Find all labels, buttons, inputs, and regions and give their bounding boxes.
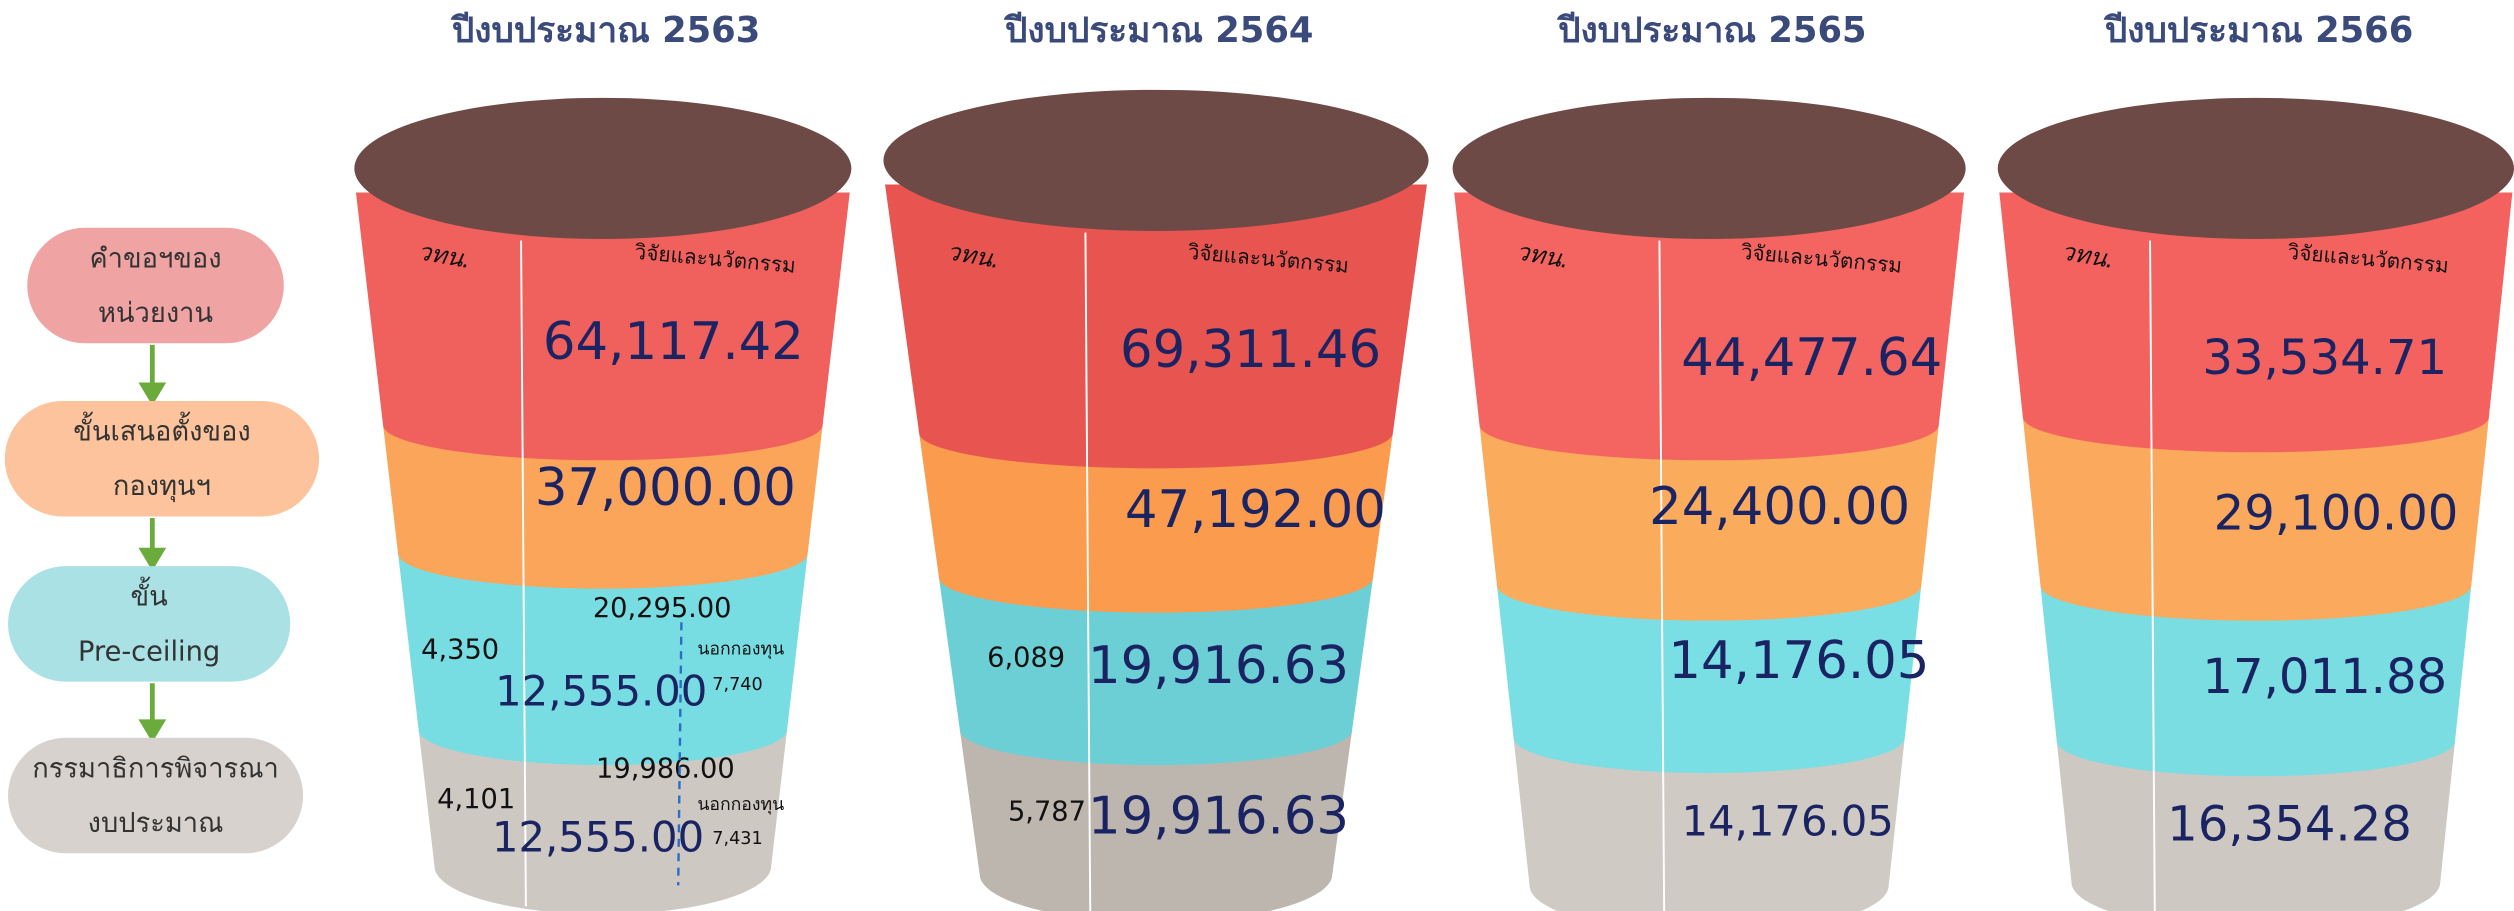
level-value: 17,011.88 <box>2202 649 2447 705</box>
level-value: 12,555.00 <box>492 812 704 861</box>
step-label: Pre-ceiling <box>78 636 220 667</box>
funnel-level <box>1999 192 2513 453</box>
step-label: ขั้น <box>130 577 167 613</box>
outside-divider <box>677 622 683 886</box>
level-outside: 7,431 <box>712 829 762 849</box>
funnel <box>1997 97 2514 911</box>
level-total: 20,295.00 <box>593 593 732 624</box>
step-label: กองทุนฯ <box>113 471 211 503</box>
arrows <box>138 344 167 743</box>
level-value: 69,311.46 <box>1120 320 1381 380</box>
funnel-level <box>885 184 1427 469</box>
level-value: 37,000.00 <box>535 458 796 518</box>
divider <box>1084 232 1092 911</box>
funnel-level <box>383 425 823 589</box>
year-title: ปีงบประมาณ 2563 <box>450 10 760 51</box>
level-left: 4,350 <box>421 635 499 666</box>
arrow-head <box>138 382 167 406</box>
funnel-top <box>883 89 1429 231</box>
funnel-level <box>2022 417 2489 621</box>
level-outside-label: นอกกองทุน <box>697 640 784 660</box>
level-value: 64,117.42 <box>543 312 804 372</box>
step-label: งบประมาณ <box>88 808 224 839</box>
level-value: 16,354.28 <box>2167 797 2412 853</box>
level-left: 6,089 <box>987 643 1065 674</box>
funnel-level <box>355 192 850 461</box>
step-label: คำขอฯของ <box>89 243 221 274</box>
level-value: 14,176.05 <box>1682 796 1894 845</box>
level-value: 14,176.05 <box>1668 631 1929 691</box>
funnel <box>1452 97 1966 911</box>
arrow-head <box>138 547 167 571</box>
level-value: 33,534.71 <box>2202 330 2447 386</box>
step-label: ขั้นเสนอตั้งของ <box>73 412 250 448</box>
level-value: 19,916.63 <box>1088 787 1349 847</box>
divider <box>520 240 527 907</box>
level-value: 44,477.64 <box>1681 328 1942 388</box>
level-value: 29,100.00 <box>2214 485 2459 541</box>
level-value: 12,555.00 <box>495 666 707 715</box>
funnel-level <box>1513 737 1905 911</box>
level-value: 19,916.63 <box>1088 636 1349 696</box>
level-value: 24,400.00 <box>1649 477 1910 537</box>
funnel-level <box>398 553 808 766</box>
funnel <box>354 97 852 911</box>
level-outside: 7,740 <box>712 675 762 695</box>
funnel-level <box>938 577 1374 766</box>
arrow-head <box>138 719 167 743</box>
divider <box>2149 240 2156 911</box>
step-box <box>4 400 320 517</box>
funnel <box>883 89 1429 911</box>
level-left: 5,787 <box>1008 797 1086 828</box>
funnel-level <box>2040 585 2472 777</box>
funnel-level <box>919 433 1393 613</box>
funnel-top <box>1997 97 2514 239</box>
step-label: หน่วยงาน <box>98 298 213 329</box>
funnel-level <box>959 729 1353 911</box>
funnel-top <box>1452 97 1966 239</box>
funnel-top <box>354 97 852 239</box>
level-total: 19,986.00 <box>596 753 735 784</box>
funnel-level <box>1496 585 1922 774</box>
level-left: 4,101 <box>437 784 515 815</box>
step-label: กรรมาธิการพิจารณา <box>32 753 279 784</box>
step-box <box>8 566 291 682</box>
funnel-level <box>2056 740 2456 911</box>
step-box <box>8 737 304 854</box>
divider <box>1658 240 1666 911</box>
year-title: ปีงบประมาณ 2566 <box>2103 10 2413 51</box>
level-value: 47,192.00 <box>1125 480 1386 540</box>
funnel-level <box>418 729 788 911</box>
funnel-level <box>1454 192 1965 461</box>
level-outside-label: นอกกองทุน <box>697 795 784 815</box>
year-title: ปีงบประมาณ 2564 <box>1003 10 1313 51</box>
funnel-level <box>1479 425 1939 621</box>
step-box <box>27 227 284 344</box>
year-title: ปีงบประมาณ 2565 <box>1556 10 1866 51</box>
